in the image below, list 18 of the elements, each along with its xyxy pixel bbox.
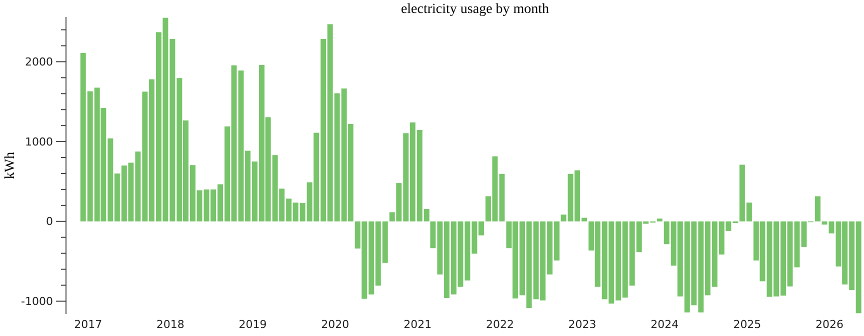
x-tick-label: 2019 [238,318,267,331]
x-tick-label: 2025 [733,318,762,331]
chart-title: electricity usage by month [400,2,550,17]
bar [656,218,662,222]
y-tick-label: -1000 [21,295,53,308]
y-axis-title: kWh [3,152,18,180]
x-tick-label: 2021 [404,318,432,331]
x-tick-label: 2017 [74,318,102,331]
y-tick-label: 0 [46,215,53,228]
y-tick-label: 1000 [25,135,53,148]
y-tick-label: 2000 [25,56,53,69]
x-tick-label: 2020 [321,318,350,331]
x-tick-label: 2023 [568,318,596,331]
x-tick-label: 2024 [650,318,679,331]
x-tick-label: 2018 [156,318,184,331]
bar [815,196,821,222]
x-tick-label: 2022 [486,318,514,331]
x-tick-label: 2026 [816,318,844,331]
